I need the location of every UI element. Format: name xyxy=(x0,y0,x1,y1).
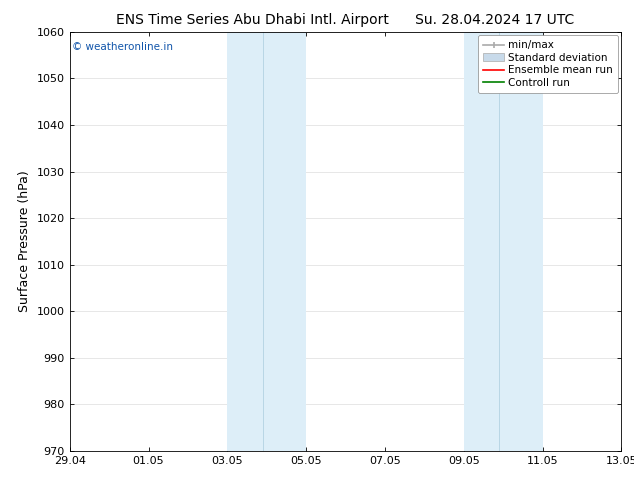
Bar xyxy=(463,32,499,451)
Bar xyxy=(262,32,306,451)
Legend: min/max, Standard deviation, Ensemble mean run, Controll run: min/max, Standard deviation, Ensemble me… xyxy=(478,35,618,93)
Text: © weatheronline.in: © weatheronline.in xyxy=(72,42,174,52)
Bar xyxy=(499,32,543,451)
Y-axis label: Surface Pressure (hPa): Surface Pressure (hPa) xyxy=(18,171,31,312)
Bar xyxy=(228,32,262,451)
Title: ENS Time Series Abu Dhabi Intl. Airport      Su. 28.04.2024 17 UTC: ENS Time Series Abu Dhabi Intl. Airport … xyxy=(117,13,574,26)
